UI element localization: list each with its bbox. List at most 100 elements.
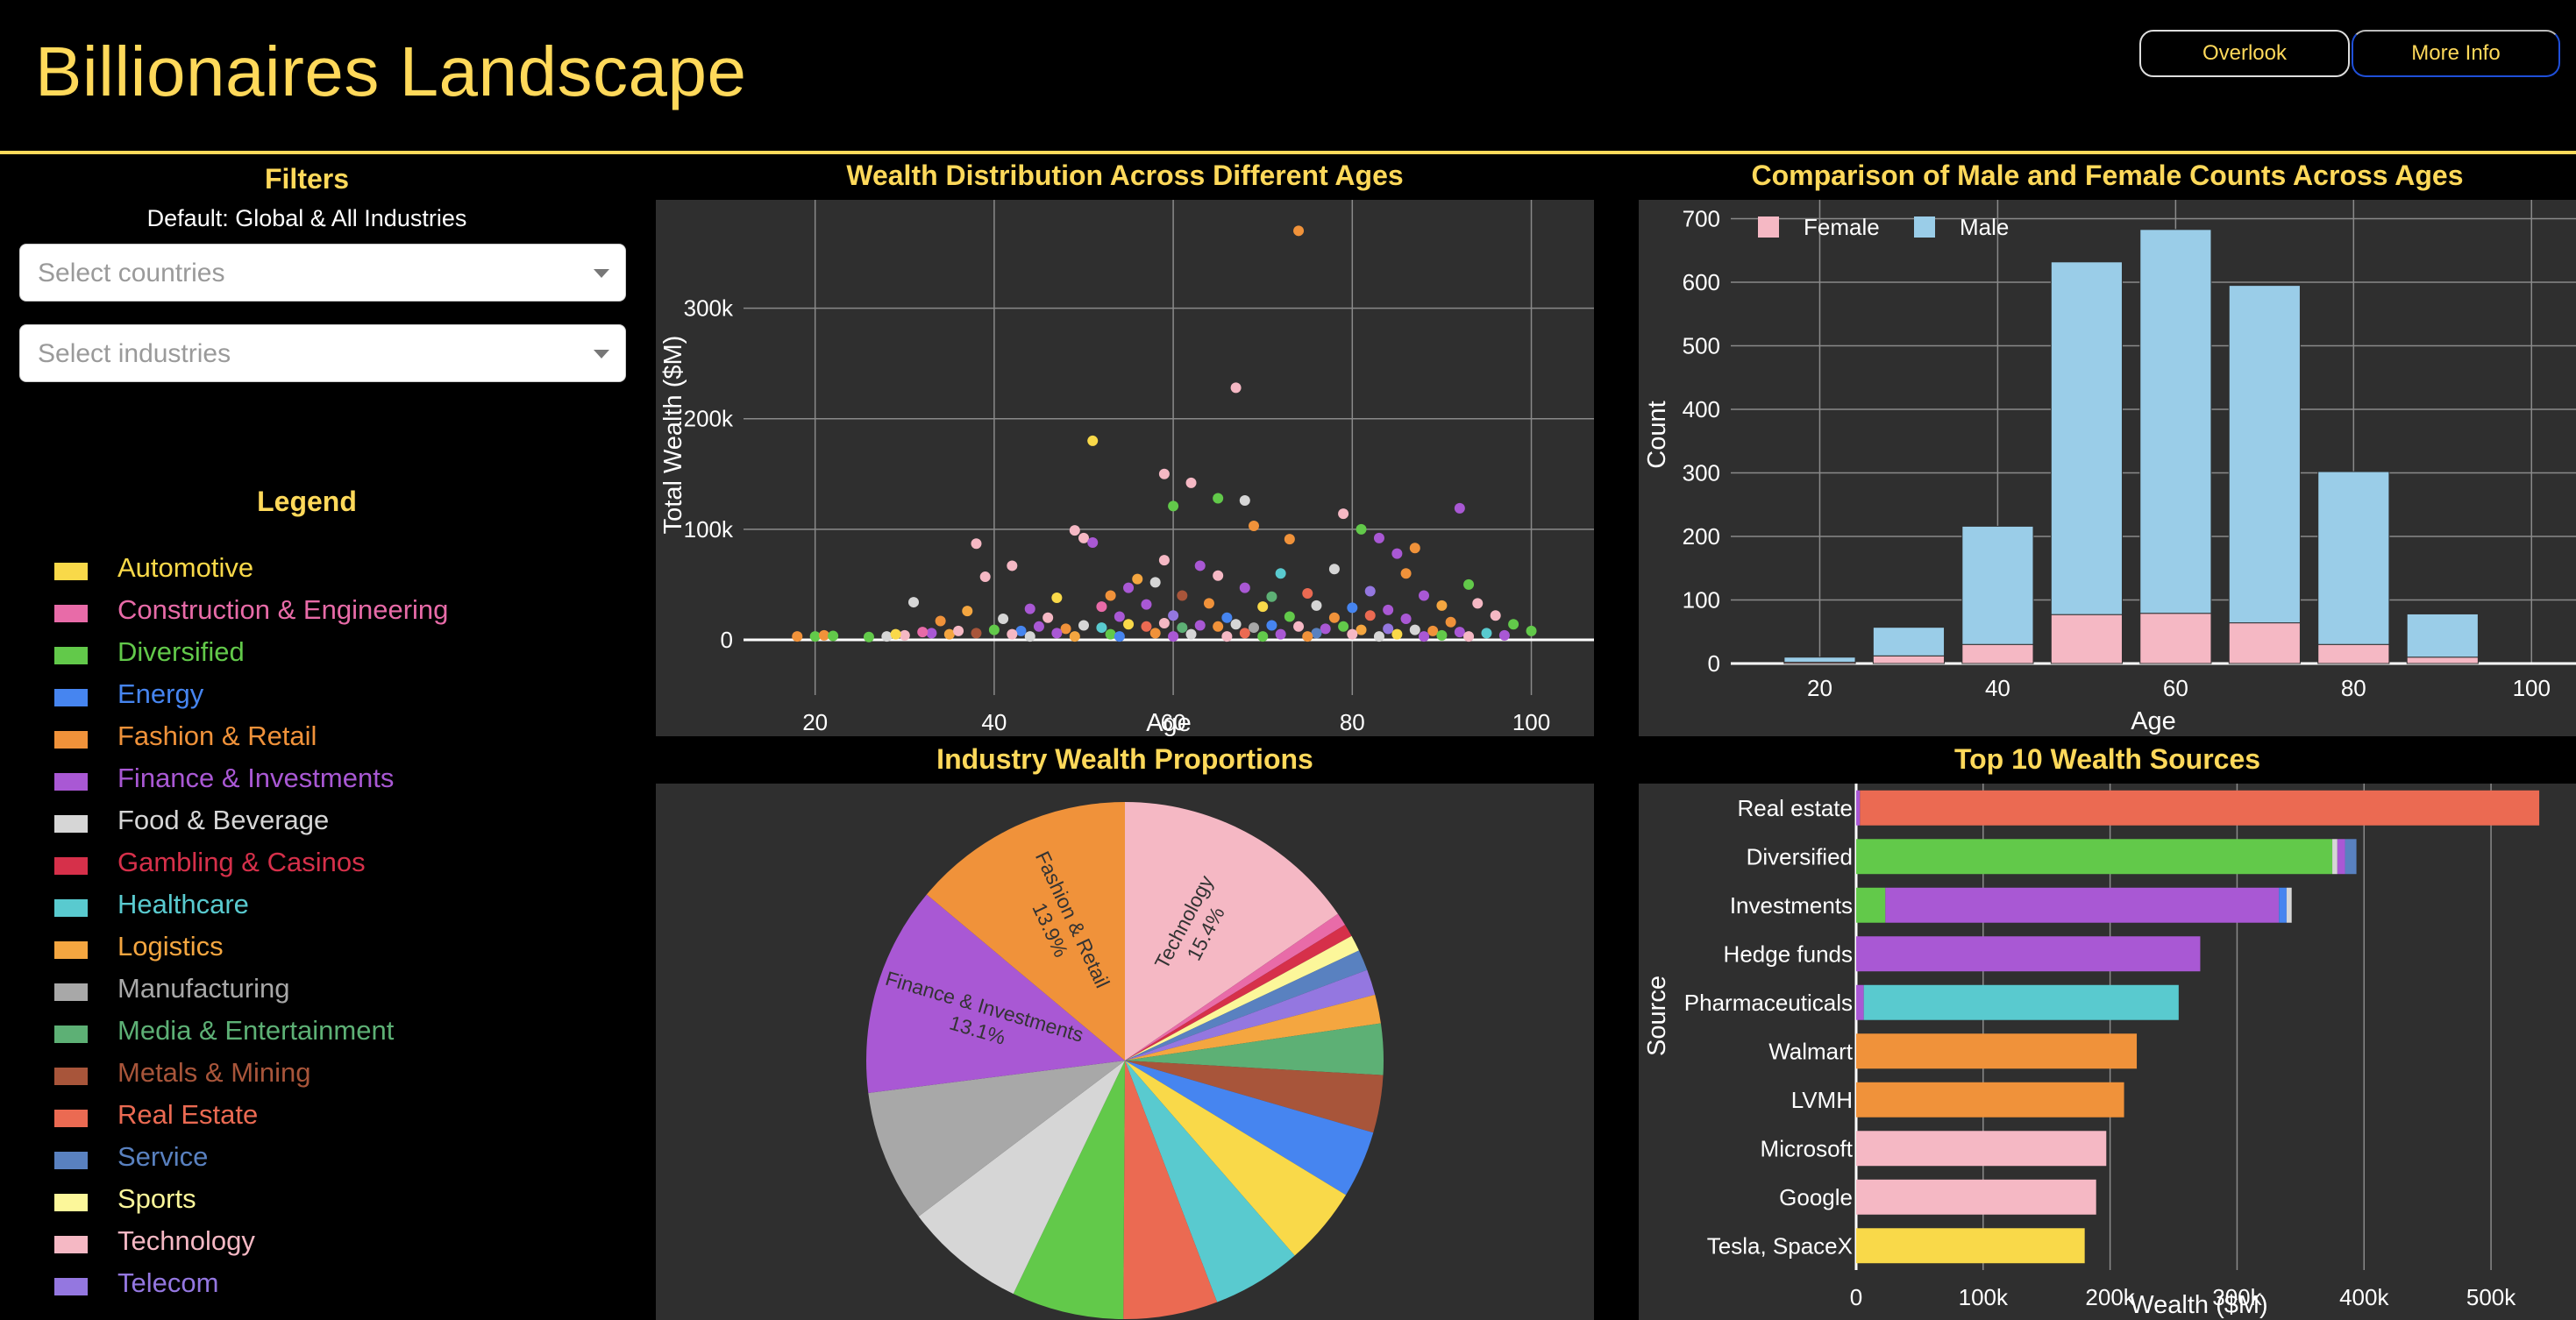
scatter-point[interactable] — [1400, 613, 1412, 624]
pie-slice-energy[interactable] — [1125, 1061, 1374, 1196]
bar-diversified[interactable] — [1856, 839, 2333, 875]
bar-real-estate[interactable] — [1860, 790, 2540, 826]
bar-google[interactable] — [1856, 1179, 2096, 1215]
pie-slice-fashion-retail[interactable] — [926, 802, 1125, 1061]
scatter-point[interactable] — [1194, 560, 1206, 571]
pie-slice-technology[interactable] — [1125, 802, 1338, 1061]
scatter-point[interactable] — [1149, 628, 1161, 639]
scatter-point[interactable] — [1069, 525, 1080, 536]
chevron-down-icon[interactable] — [594, 269, 609, 278]
scatter-point[interactable] — [1526, 625, 1537, 636]
scatter-point[interactable] — [890, 628, 901, 640]
scatter-point[interactable] — [1078, 532, 1089, 543]
bar-investments[interactable] — [1856, 887, 1886, 923]
scatter-point[interactable] — [1347, 628, 1358, 640]
scatter-point[interactable] — [1454, 502, 1465, 514]
scatter-point[interactable] — [1042, 612, 1054, 623]
scatter-point[interactable] — [1383, 604, 1394, 615]
wealth-sources-chart[interactable]: 0 100k 200k 300k 400k 500k Real estate Diversif… — [1639, 784, 2576, 1320]
industries-dropdown[interactable]: Select industries — [19, 324, 626, 382]
pie-slice-healthcare[interactable] — [1125, 1061, 1295, 1302]
scatter-point[interactable] — [1356, 523, 1367, 535]
bar-male[interactable] — [1961, 525, 2034, 645]
scatter-point[interactable] — [1114, 631, 1125, 642]
scatter-point[interactable] — [1051, 593, 1063, 604]
bar-female[interactable] — [2317, 643, 2390, 664]
scatter-point[interactable] — [1087, 536, 1099, 548]
scatter-point[interactable] — [1419, 590, 1429, 601]
scatter-point[interactable] — [1275, 568, 1286, 579]
scatter-point[interactable] — [1284, 611, 1295, 622]
scatter-point[interactable] — [792, 631, 803, 642]
scatter-point[interactable] — [1105, 628, 1116, 640]
bar-female[interactable] — [1961, 643, 2034, 664]
scatter-point[interactable] — [1051, 628, 1063, 639]
pie-slice-service[interactable] — [1125, 950, 1368, 1061]
scatter-point[interactable] — [1275, 628, 1286, 640]
scatter-point[interactable] — [1391, 548, 1403, 559]
scatter-point[interactable] — [1498, 629, 1510, 641]
bar-investments[interactable] — [2279, 887, 2287, 923]
scatter-point[interactable] — [1436, 600, 1448, 611]
scatter-point[interactable] — [1463, 578, 1475, 590]
scatter-point[interactable] — [1266, 620, 1277, 631]
more-info-button[interactable]: More Info — [2352, 30, 2560, 77]
overlook-button[interactable]: Overlook — [2139, 30, 2350, 77]
pie-slice-telecom[interactable] — [1125, 969, 1376, 1061]
scatter-point[interactable] — [935, 615, 946, 627]
scatter-point[interactable] — [1078, 620, 1089, 631]
bar-female[interactable] — [2139, 613, 2212, 664]
scatter-point[interactable] — [1203, 598, 1214, 609]
pie-slice-finance-investments[interactable] — [866, 894, 1125, 1093]
bar-male[interactable] — [2406, 613, 2479, 658]
scatter-point[interactable] — [1338, 508, 1349, 520]
pie-slice-logistics[interactable] — [1125, 994, 1381, 1061]
bar-male[interactable] — [2139, 229, 2212, 614]
scatter-point[interactable] — [1024, 603, 1035, 614]
scatter-point[interactable] — [1239, 582, 1250, 593]
scatter-point[interactable] — [1239, 628, 1250, 639]
bar-male[interactable] — [2050, 261, 2123, 615]
scatter-point[interactable] — [1168, 631, 1179, 642]
scatter-point[interactable] — [1293, 225, 1305, 237]
scatter-point[interactable] — [962, 606, 973, 617]
bar-male[interactable] — [2317, 471, 2390, 645]
scatter-point[interactable] — [1007, 628, 1018, 640]
pie-slice-manufacturing[interactable] — [868, 1061, 1125, 1217]
chevron-down-icon[interactable] — [594, 350, 609, 358]
scatter-point[interactable] — [1463, 631, 1475, 642]
scatter-point[interactable] — [1230, 619, 1242, 630]
scatter-point[interactable] — [1213, 570, 1224, 581]
scatter-point[interactable] — [1096, 622, 1107, 634]
scatter-point[interactable] — [1185, 477, 1197, 488]
scatter-point[interactable] — [1284, 534, 1295, 545]
scatter-point[interactable] — [1409, 624, 1420, 635]
scatter-point[interactable] — [1239, 495, 1250, 507]
scatter-point[interactable] — [971, 538, 982, 550]
bar-real-estate[interactable] — [1856, 790, 1861, 826]
scatter-point[interactable] — [1266, 591, 1277, 602]
scatter-point[interactable] — [1060, 623, 1071, 635]
scatter-point[interactable] — [1114, 611, 1125, 622]
scatter-point[interactable] — [1168, 500, 1179, 512]
pie-slice-metals-mining[interactable] — [1125, 1061, 1384, 1133]
scatter-point[interactable] — [1427, 625, 1439, 636]
pie-slice-gambling-casinos[interactable] — [1125, 925, 1352, 1061]
pie-slice-media-entertainment[interactable] — [1125, 1023, 1384, 1075]
scatter-point[interactable] — [1302, 587, 1313, 599]
scatter-point[interactable] — [1400, 568, 1412, 579]
scatter-point[interactable] — [1007, 560, 1018, 571]
scatter-point[interactable] — [988, 624, 1000, 635]
scatter-point[interactable] — [1185, 628, 1197, 640]
scatter-point[interactable] — [1221, 612, 1233, 623]
scatter-point[interactable] — [1436, 629, 1448, 641]
scatter-point[interactable] — [1024, 631, 1035, 642]
scatter-point[interactable] — [899, 629, 910, 641]
scatter-point[interactable] — [1391, 628, 1403, 640]
bar-walmart[interactable] — [1856, 1033, 2138, 1069]
scatter-point[interactable] — [881, 631, 893, 642]
scatter-point[interactable] — [1141, 599, 1152, 610]
scatter-point[interactable] — [818, 629, 829, 641]
scatter-point[interactable] — [1096, 601, 1107, 613]
